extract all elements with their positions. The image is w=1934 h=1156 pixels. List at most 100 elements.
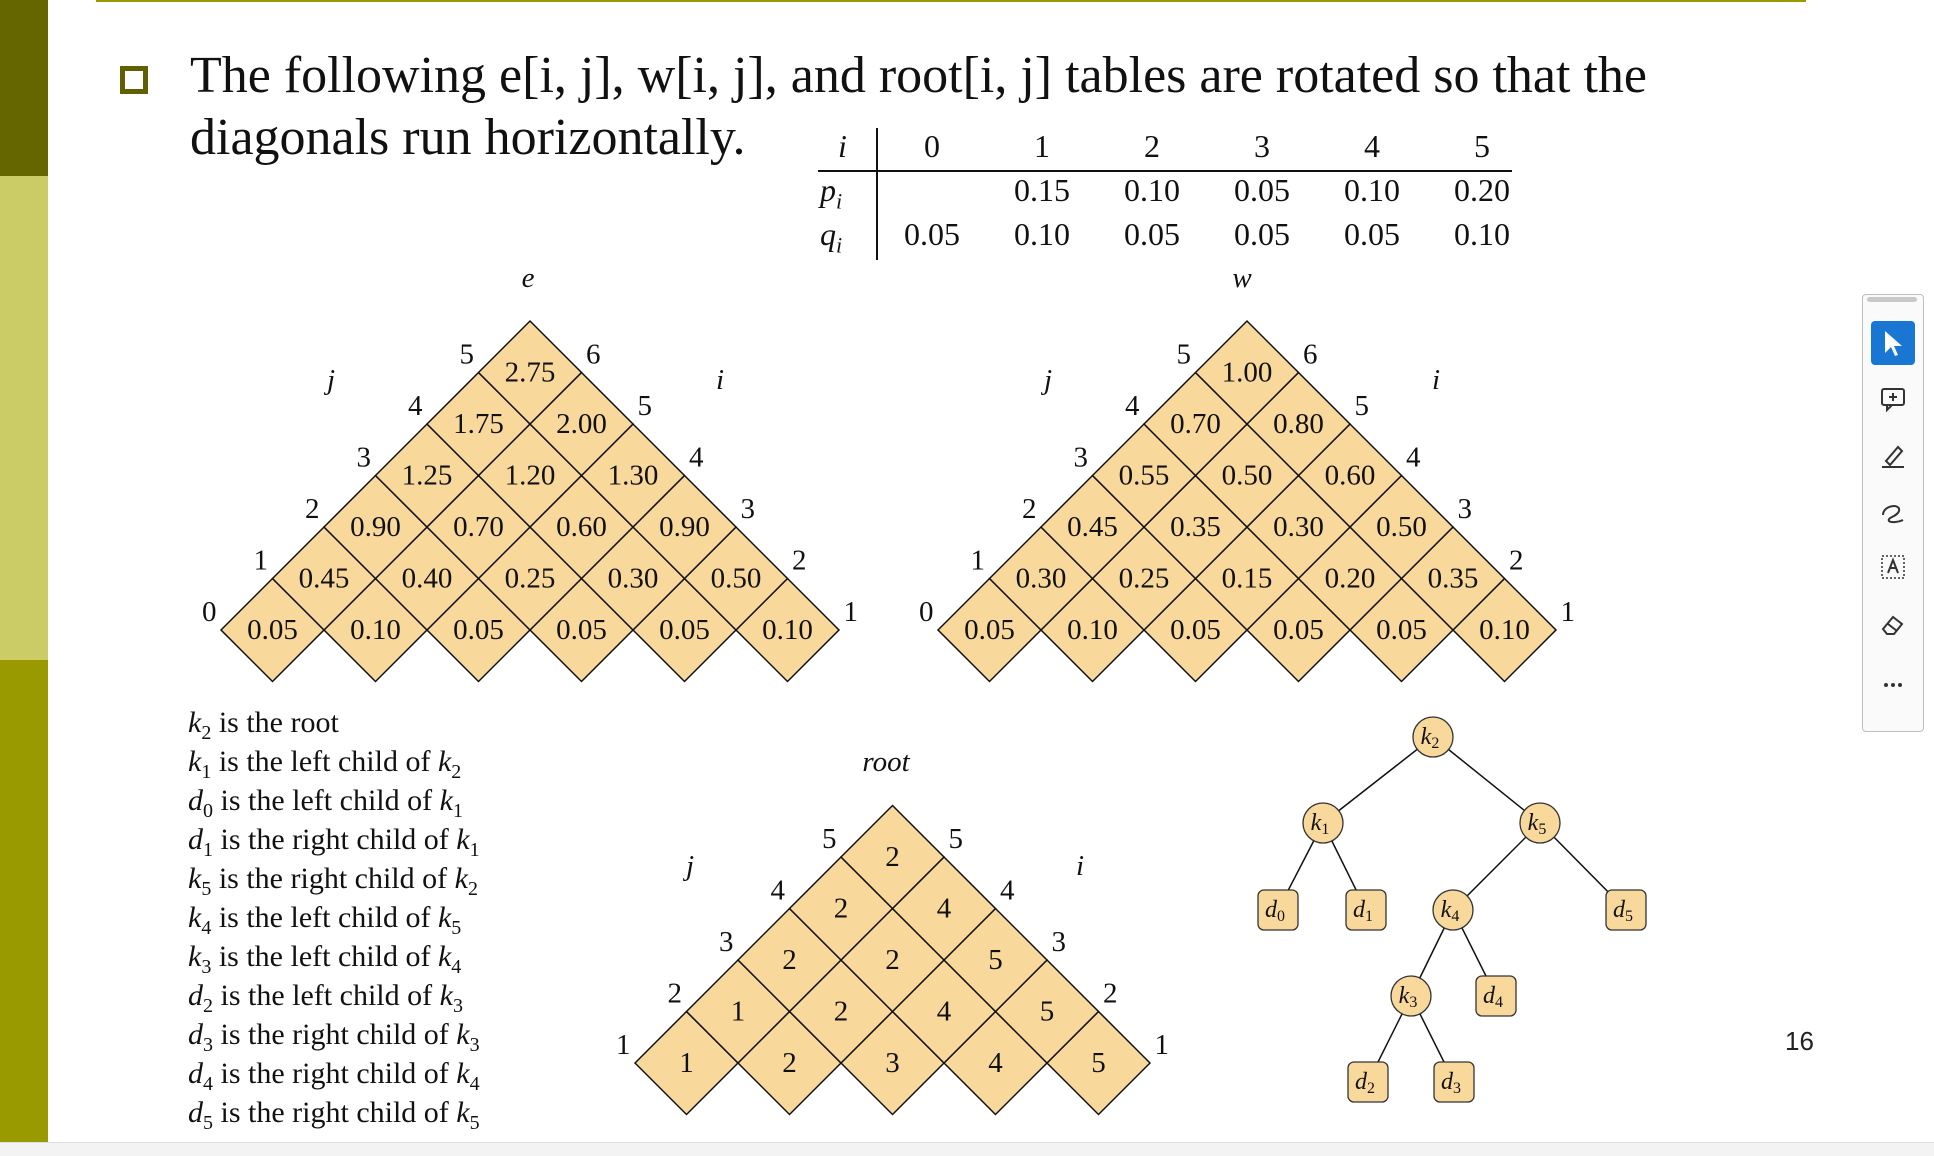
relation-line: k1 is the left child of k2 [188,745,461,784]
relation-object-index: 2 [451,761,462,783]
relation-subject-index: 0 [203,800,213,822]
w-cell-value: 0.25 [1119,563,1170,595]
e-cell-value: 0.05 [247,614,298,646]
e-cell-value: 0.45 [299,563,350,595]
relation-line: k5 is the right child of k2 [188,862,478,901]
root-cell-value: 4 [937,893,952,925]
w-i-axis-label: i [1432,364,1440,396]
relation-subject: d [188,823,203,856]
root-cell-value: 2 [782,1047,797,1079]
add-comment-tool[interactable] [1871,377,1915,421]
relation-line: k3 is the left child of k4 [188,940,461,979]
e-cell-value: 1.75 [453,408,504,440]
tree-key-node [1302,802,1344,844]
q-row-label: qi [820,216,843,258]
p-value-cell: 0.10 [1344,172,1400,208]
tree-dummy-node [1433,1061,1475,1103]
tree-key-node [1390,975,1432,1017]
relation-line: d5 is the right child of k5 [188,1096,480,1135]
accent-bar-dark [0,0,48,176]
erase-tool[interactable] [1871,601,1915,645]
relation-subject: k [188,706,202,739]
relation-line: k2 is the root [188,706,339,745]
root-j-axis-label: j [682,850,694,882]
relation-object: k [439,979,453,1012]
tree-node-subscript: 1 [1365,908,1373,925]
w-cell-value: 0.60 [1325,460,1376,492]
page-number: 16 [1785,1026,1814,1056]
i-row-label: i [838,128,847,164]
p-value-cell: 0.05 [1234,172,1290,208]
tree-node-subscript: 2 [1431,735,1439,752]
root-i-tick: 3 [1051,926,1066,958]
p-row-label: pi [820,172,843,214]
highlighter-icon [1882,445,1904,468]
root-i-tick: 1 [1154,1029,1169,1061]
table-horizontal-rule [818,170,1512,172]
p-value-cell: 0.20 [1454,172,1510,208]
relation-object: k [456,823,470,856]
i-value-cell: 3 [1254,128,1270,164]
eraser-icon [1881,615,1904,635]
e-i-tick: 5 [637,390,652,422]
relation-subject-index: 3 [201,956,212,978]
w-cell-value: 0.45 [1067,511,1118,543]
relation-object: k [456,1096,470,1129]
i-value-cell: 5 [1474,128,1490,164]
highlight-tool[interactable] [1871,433,1915,477]
root-cell [839,804,946,910]
accent-bar-olive [0,660,48,1142]
root-cell-value: 1 [731,996,746,1028]
text-box-tool[interactable] [1871,545,1915,589]
relation-object-index: 4 [451,956,462,978]
relation-object-index: 2 [467,878,478,900]
w-cell-value: 0.05 [1273,614,1324,646]
q-value-cell: 0.10 [1454,216,1510,252]
relation-object: k [454,862,468,895]
relation-object: k [456,1018,470,1051]
p-value-cell: 0.10 [1124,172,1180,208]
e-j-tick: 3 [357,441,372,473]
e-j-tick: 2 [305,493,320,525]
w-cell-value: 0.15 [1222,563,1273,595]
tree-node-subscript: 5 [1625,908,1633,925]
draw-tool[interactable] [1871,489,1915,533]
w-j-axis-label: j [1040,364,1052,396]
e-cell-value: 0.70 [453,511,504,543]
e-cell-value: 0.05 [556,614,607,646]
more-tools[interactable] [1871,663,1915,707]
q-value-cell: 0.05 [1234,216,1290,252]
ellipsis-icon [1884,683,1902,687]
root-cell-value: 5 [1091,1047,1106,1079]
e-cell-value: 0.60 [556,511,607,543]
annotation-toolbar [1862,294,1924,732]
e-cell-value: 0.90 [350,511,401,543]
root-j-tick: 1 [616,1029,631,1061]
relation-object: k [437,940,452,973]
tree-node-subscript: 1 [1321,821,1329,838]
tree-key-node [1412,716,1454,758]
tree-node-subscript: 5 [1538,821,1546,838]
toolbar-grip[interactable] [1867,297,1917,302]
relation-subject: d [188,1018,203,1051]
select-tool[interactable] [1871,321,1915,365]
relation-subject: d [188,979,203,1012]
root-cell-value: 2 [834,996,849,1028]
e-cell-value: 0.30 [608,563,659,595]
root-i-axis-label: i [1076,850,1084,882]
q-value-cell: 0.05 [1124,216,1180,252]
root-i-tick: 2 [1103,977,1118,1009]
relation-object-index: 4 [469,1073,480,1095]
root-cell-value: 2 [885,944,900,976]
tree-node-subscript: 2 [1367,1080,1375,1097]
relation-subject-index: 4 [201,917,212,939]
relation-object: k [437,745,452,778]
e-j-tick: 1 [254,544,269,576]
w-cell-value: 0.05 [1170,614,1221,646]
table-vertical-rule [876,128,878,260]
root-cell-value: 4 [988,1047,1003,1079]
bottom-edge [0,1142,1934,1156]
relation-object-index: 1 [469,839,480,861]
relation-object-index: 3 [452,995,463,1017]
relation-object-index: 5 [469,1112,480,1134]
